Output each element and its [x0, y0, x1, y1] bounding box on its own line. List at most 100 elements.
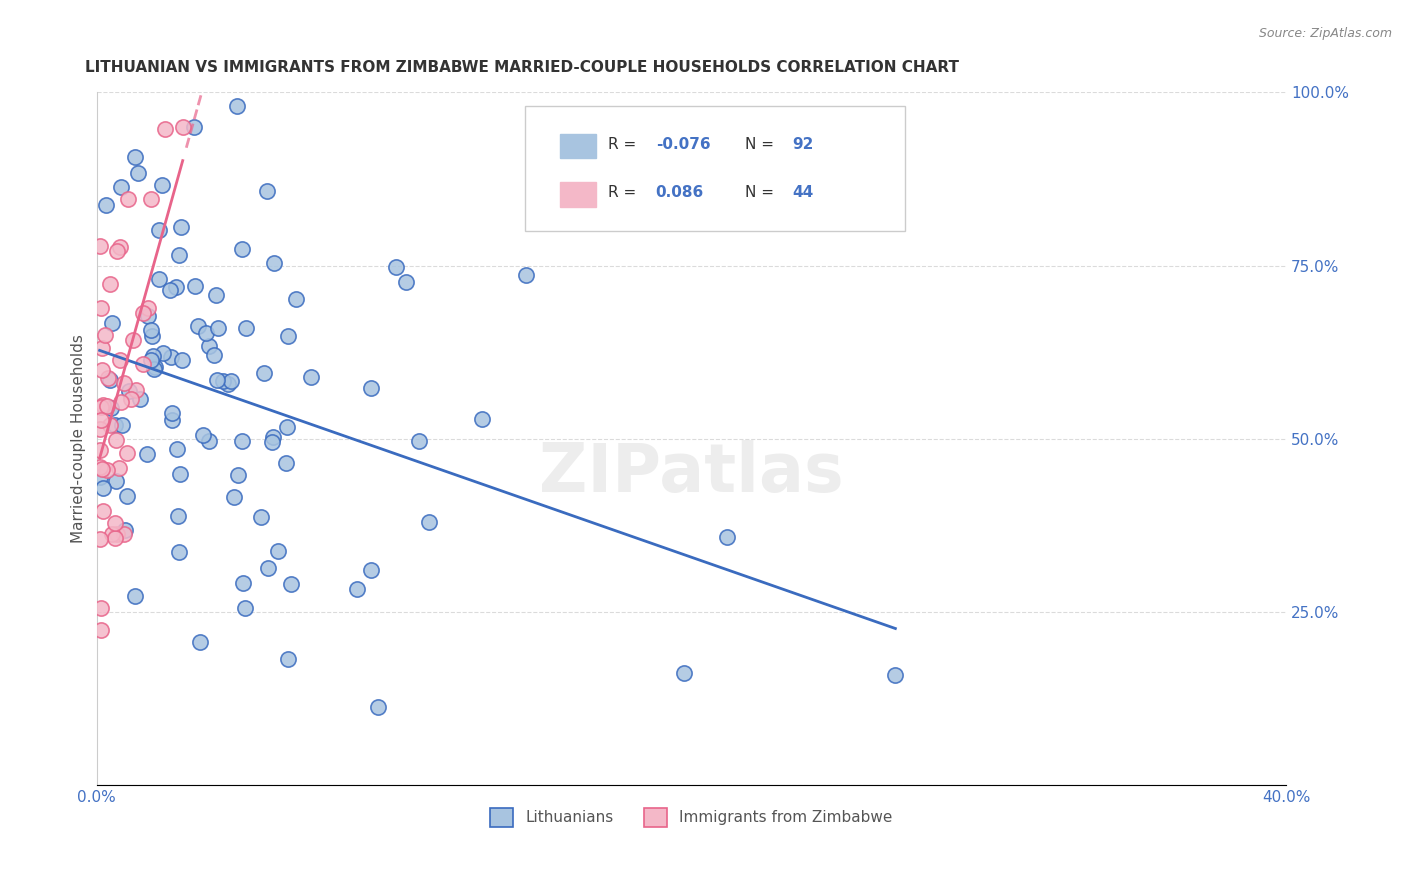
Text: Source: ZipAtlas.com: Source: ZipAtlas.com	[1258, 27, 1392, 40]
Lithuanians	[170, 220, 193, 235]
Lithuanians	[884, 668, 907, 682]
Lithuanians	[167, 248, 190, 262]
Text: LITHUANIAN VS IMMIGRANTS FROM ZIMBABWE MARRIED-COUPLE HOUSEHOLDS CORRELATION CHA: LITHUANIAN VS IMMIGRANTS FROM ZIMBABWE M…	[84, 60, 959, 75]
Lithuanians	[299, 370, 322, 384]
Immigrants from Zimbabwe	[110, 395, 132, 409]
Lithuanians	[395, 275, 418, 289]
Lithuanians	[143, 360, 166, 375]
Immigrants from Zimbabwe	[90, 400, 112, 414]
Lithuanians	[212, 374, 235, 388]
Immigrants from Zimbabwe	[89, 422, 111, 436]
Lithuanians	[152, 345, 174, 359]
Immigrants from Zimbabwe	[105, 527, 128, 541]
Immigrants from Zimbabwe	[96, 463, 118, 477]
Y-axis label: Married-couple Households: Married-couple Households	[72, 334, 86, 543]
Immigrants from Zimbabwe	[104, 531, 127, 545]
Immigrants from Zimbabwe	[132, 357, 155, 371]
Lithuanians	[139, 323, 162, 337]
Immigrants from Zimbabwe	[96, 399, 118, 413]
Immigrants from Zimbabwe	[91, 462, 114, 476]
Lithuanians	[138, 309, 160, 323]
Text: N =: N =	[745, 186, 779, 201]
Immigrants from Zimbabwe	[172, 120, 194, 134]
Lithuanians	[91, 481, 114, 495]
Lithuanians	[100, 401, 122, 415]
Lithuanians	[169, 467, 191, 481]
Lithuanians	[205, 373, 228, 387]
Lithuanians	[262, 430, 284, 444]
Immigrants from Zimbabwe	[115, 446, 138, 460]
Lithuanians	[219, 374, 242, 388]
Immigrants from Zimbabwe	[91, 504, 114, 518]
Lithuanians	[260, 435, 283, 450]
Lithuanians	[187, 319, 209, 334]
Lithuanians	[280, 576, 302, 591]
Text: R =: R =	[607, 136, 641, 152]
Immigrants from Zimbabwe	[105, 433, 128, 447]
Lithuanians	[277, 651, 299, 665]
Text: 92: 92	[793, 136, 814, 152]
Lithuanians	[418, 516, 440, 530]
Lithuanians	[89, 470, 111, 484]
Immigrants from Zimbabwe	[112, 376, 135, 390]
Lithuanians	[346, 582, 368, 597]
Lithuanians	[191, 428, 214, 442]
Lithuanians	[202, 348, 225, 362]
Lithuanians	[277, 329, 299, 343]
Immigrants from Zimbabwe	[90, 623, 112, 637]
Bar	[561, 134, 596, 158]
Lithuanians	[673, 666, 696, 681]
Immigrants from Zimbabwe	[89, 459, 111, 474]
Immigrants from Zimbabwe	[90, 341, 112, 355]
Immigrants from Zimbabwe	[139, 192, 162, 206]
Lithuanians	[276, 420, 298, 434]
Immigrants from Zimbabwe	[107, 461, 129, 475]
Lithuanians	[716, 530, 738, 544]
Lithuanians	[142, 349, 165, 363]
Immigrants from Zimbabwe	[104, 516, 127, 530]
Immigrants from Zimbabwe	[132, 306, 155, 320]
Lithuanians	[515, 268, 537, 282]
Lithuanians	[148, 223, 170, 237]
Legend: Lithuanians, Immigrants from Zimbabwe: Lithuanians, Immigrants from Zimbabwe	[484, 802, 898, 833]
Lithuanians	[226, 467, 249, 482]
Lithuanians	[152, 178, 174, 192]
Lithuanians	[194, 326, 217, 340]
Lithuanians	[98, 373, 121, 387]
Immigrants from Zimbabwe	[89, 301, 111, 316]
Lithuanians	[135, 447, 157, 461]
Text: N =: N =	[745, 136, 779, 152]
Immigrants from Zimbabwe	[89, 532, 111, 546]
Immigrants from Zimbabwe	[136, 301, 159, 315]
Lithuanians	[104, 474, 127, 488]
Immigrants from Zimbabwe	[93, 328, 115, 343]
Text: 0.086: 0.086	[655, 186, 704, 201]
Immigrants from Zimbabwe	[89, 443, 111, 458]
Lithuanians	[263, 255, 285, 269]
Lithuanians	[256, 184, 278, 198]
Lithuanians	[267, 544, 290, 558]
Lithuanians	[257, 561, 280, 575]
Lithuanians	[471, 411, 494, 425]
Immigrants from Zimbabwe	[122, 333, 145, 347]
Lithuanians	[274, 456, 297, 470]
Lithuanians	[160, 413, 183, 427]
Lithuanians	[408, 434, 430, 449]
Lithuanians	[231, 242, 253, 256]
Lithuanians	[207, 320, 229, 334]
Lithuanians	[188, 635, 211, 649]
Immigrants from Zimbabwe	[153, 122, 176, 136]
Lithuanians	[217, 377, 239, 392]
Lithuanians	[226, 99, 249, 113]
Lithuanians	[159, 351, 181, 365]
Bar	[561, 183, 596, 207]
Lithuanians	[167, 509, 190, 524]
Lithuanians	[110, 179, 132, 194]
Lithuanians	[252, 367, 274, 381]
Immigrants from Zimbabwe	[98, 277, 121, 291]
Lithuanians	[231, 434, 253, 448]
Lithuanians	[148, 271, 170, 285]
Lithuanians	[222, 491, 245, 505]
Lithuanians	[159, 283, 181, 297]
Immigrants from Zimbabwe	[90, 412, 112, 426]
